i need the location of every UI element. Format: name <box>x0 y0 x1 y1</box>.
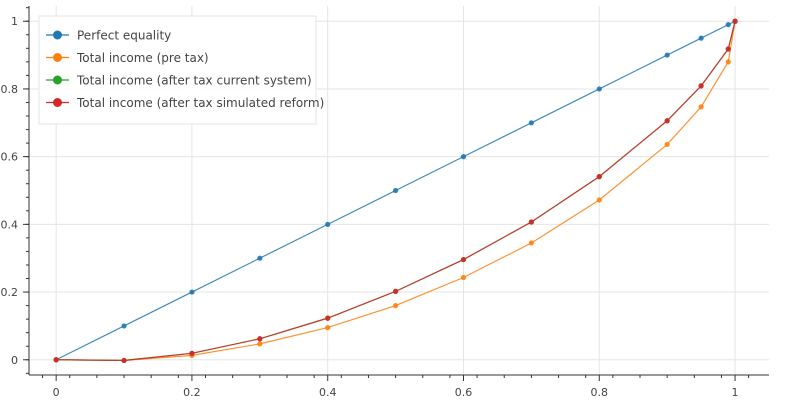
data-point-series-0 <box>325 221 331 227</box>
y-tick-label: 0.6 <box>1 151 19 164</box>
legend-swatch-marker[interactable] <box>53 53 62 62</box>
data-point-series-1 <box>257 341 263 347</box>
x-tick-label: 0.8 <box>591 386 609 399</box>
data-point-series-1 <box>325 325 331 331</box>
legend-swatch-marker[interactable] <box>53 75 62 85</box>
legend-item-label[interactable]: Perfect equality <box>77 29 171 43</box>
legend-swatch-marker[interactable] <box>53 98 62 107</box>
legend-item-label[interactable]: Total income (pre tax) <box>76 51 209 65</box>
data-point-series-0 <box>528 120 534 126</box>
y-tick-label: 0.4 <box>1 218 19 231</box>
data-point-series-3 <box>725 46 731 52</box>
legend-box <box>38 15 317 125</box>
y-tick-label: 1 <box>11 15 18 28</box>
data-point-series-3 <box>325 315 331 321</box>
data-point-series-3 <box>53 357 59 363</box>
data-point-series-0 <box>664 52 670 58</box>
data-point-series-3 <box>596 174 602 180</box>
data-point-series-1 <box>393 303 399 309</box>
legend-item-label[interactable]: Total income (after tax current system) <box>76 74 312 88</box>
data-point-series-0 <box>698 35 704 41</box>
legend-swatch-marker[interactable] <box>53 30 62 40</box>
data-point-series-0 <box>596 86 602 92</box>
data-point-series-1 <box>698 104 704 110</box>
data-point-series-3 <box>528 219 534 225</box>
data-point-series-3 <box>732 18 738 24</box>
y-tick-label: 0.8 <box>1 83 19 96</box>
data-point-series-1 <box>596 197 602 203</box>
legend-item-label[interactable]: Total income (after tax simulated reform… <box>76 96 324 110</box>
x-tick-label: 1 <box>732 386 739 399</box>
y-tick-label: 0 <box>11 354 18 367</box>
data-point-series-0 <box>257 255 263 261</box>
data-point-series-0 <box>393 187 399 194</box>
x-tick-label: 0.2 <box>183 386 201 399</box>
data-point-series-3 <box>257 336 263 342</box>
data-point-series-1 <box>664 141 670 148</box>
data-point-series-0 <box>121 323 127 329</box>
x-tick-label: 0.6 <box>455 386 473 399</box>
data-point-series-3 <box>189 350 195 356</box>
x-tick-label: 0.4 <box>319 386 337 399</box>
data-point-series-1 <box>528 240 534 246</box>
data-point-series-3 <box>460 256 467 263</box>
x-tick-label: 0 <box>53 386 60 399</box>
data-point-series-3 <box>121 357 127 364</box>
data-point-series-1 <box>725 59 731 65</box>
data-point-series-0 <box>725 22 731 28</box>
data-point-series-0 <box>189 289 195 295</box>
y-tick-label: 0.2 <box>1 286 19 299</box>
data-point-series-3 <box>698 83 704 89</box>
data-point-series-3 <box>664 118 670 124</box>
data-point-series-0 <box>460 154 467 160</box>
data-point-series-3 <box>393 288 399 294</box>
data-point-series-1 <box>460 274 467 281</box>
